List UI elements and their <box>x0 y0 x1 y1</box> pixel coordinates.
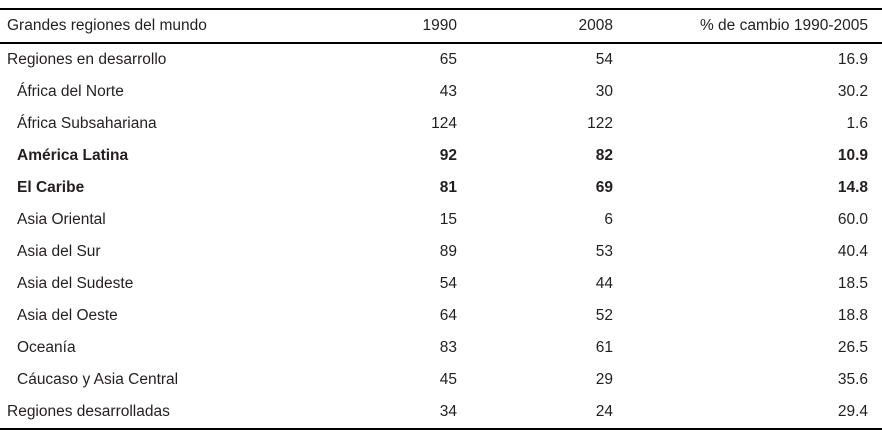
value-1990-cell: 83 <box>439 339 457 356</box>
column-header-1990: 1990 <box>300 9 457 44</box>
value-2008-cell: 52 <box>595 307 613 324</box>
value-2008-cell: 69 <box>595 179 613 196</box>
value-1990-cell: 65 <box>439 51 457 68</box>
value-2008-cell: 53 <box>595 243 613 260</box>
value-change-cell: 26.5 <box>837 339 868 356</box>
region-cell: Oceanía <box>17 339 76 356</box>
value-change-cell: 1.6 <box>846 115 868 132</box>
table-row: El Caribe 81 69 14.8 <box>0 172 882 204</box>
value-change-cell: 18.8 <box>837 307 868 324</box>
column-header-2008: 2008 <box>457 9 613 44</box>
value-2008-cell: 24 <box>595 403 613 420</box>
table-row: Asia del Sur 89 53 40.4 <box>0 236 882 268</box>
value-1990-cell: 92 <box>439 147 457 164</box>
value-2008-cell: 122 <box>587 115 613 132</box>
value-change-cell: 14.8 <box>837 179 868 196</box>
value-change-cell: 30.2 <box>837 83 868 100</box>
value-1990-cell: 54 <box>439 275 457 292</box>
value-2008-cell: 61 <box>595 339 613 356</box>
value-change-cell: 40.4 <box>837 243 868 260</box>
value-2008-cell: 82 <box>595 147 613 164</box>
value-change-cell: 10.9 <box>837 147 868 164</box>
header-row: Grandes regiones del mundo 1990 2008 % d… <box>0 9 882 44</box>
region-cell: América Latina <box>17 147 129 164</box>
table-row: Cáucaso y Asia Central 45 29 35.6 <box>0 364 882 396</box>
regions-table: Grandes regiones del mundo 1990 2008 % d… <box>0 8 882 430</box>
table-row: Asia del Sudeste 54 44 18.5 <box>0 268 882 300</box>
region-cell: Asia del Sudeste <box>17 275 134 292</box>
value-2008-cell: 30 <box>595 83 613 100</box>
value-2008-cell: 54 <box>595 51 613 68</box>
regions-table-container: Grandes regiones del mundo 1990 2008 % d… <box>0 8 882 430</box>
table-row: África Subsahariana 124 122 1.6 <box>0 108 882 140</box>
region-cell: Regiones desarrolladas <box>7 403 170 420</box>
region-cell: África Subsahariana <box>17 115 157 132</box>
region-cell: Asia del Oeste <box>17 307 118 324</box>
value-change-cell: 60.0 <box>837 211 868 228</box>
value-1990-cell: 34 <box>439 403 457 420</box>
region-cell: África del Norte <box>17 83 124 100</box>
value-2008-cell: 44 <box>595 275 613 292</box>
region-cell: Asia Oriental <box>17 211 106 228</box>
table-row: Regiones en desarrollo 65 54 16.9 <box>0 43 882 76</box>
region-cell: Regiones en desarrollo <box>7 51 167 68</box>
region-cell: Asia del Sur <box>17 243 101 260</box>
table-row: Asia del Oeste 64 52 18.8 <box>0 300 882 332</box>
region-cell: El Caribe <box>17 179 85 196</box>
value-1990-cell: 45 <box>439 371 457 388</box>
table-row: Regiones desarrolladas 34 24 29.4 <box>0 396 882 429</box>
value-1990-cell: 81 <box>439 179 457 196</box>
column-header-change: % de cambio 1990-2005 <box>613 9 882 44</box>
value-change-cell: 16.9 <box>837 51 868 68</box>
value-change-cell: 29.4 <box>837 403 868 420</box>
table-row: Asia Oriental 15 6 60.0 <box>0 204 882 236</box>
value-1990-cell: 64 <box>439 307 457 324</box>
table-row: África del Norte 43 30 30.2 <box>0 76 882 108</box>
region-cell: Cáucaso y Asia Central <box>17 371 179 388</box>
value-1990-cell: 124 <box>431 115 457 132</box>
value-1990-cell: 15 <box>439 211 457 228</box>
value-1990-cell: 89 <box>439 243 457 260</box>
value-2008-cell: 29 <box>595 371 613 388</box>
value-2008-cell: 6 <box>604 211 613 228</box>
value-change-cell: 18.5 <box>837 275 868 292</box>
table-row: Oceanía 83 61 26.5 <box>0 332 882 364</box>
table-row: América Latina 92 82 10.9 <box>0 140 882 172</box>
value-change-cell: 35.6 <box>837 371 868 388</box>
value-1990-cell: 43 <box>439 83 457 100</box>
column-header-region: Grandes regiones del mundo <box>0 9 300 44</box>
